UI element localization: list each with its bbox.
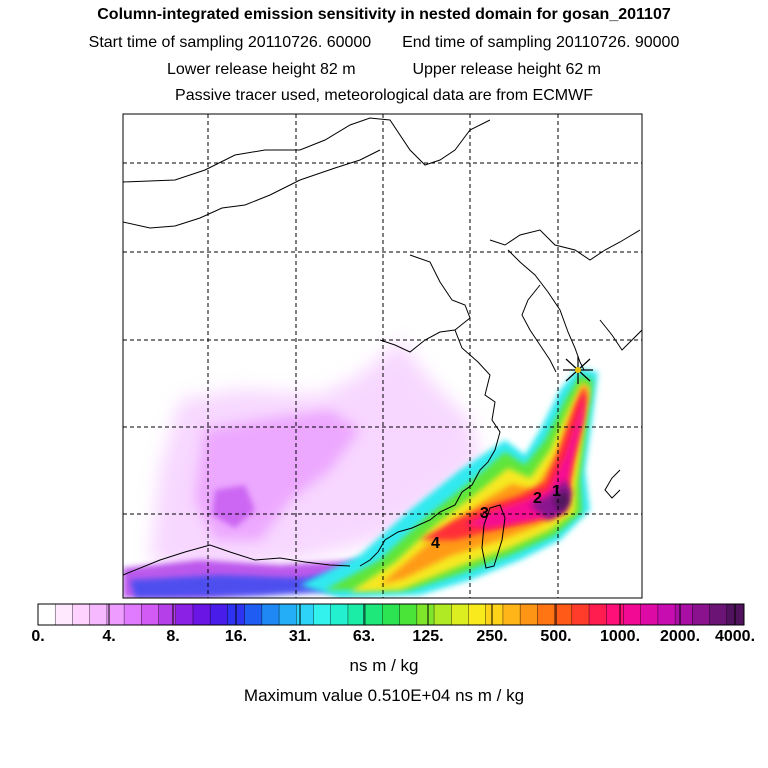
source-label-2: 2: [533, 490, 542, 507]
lower-release-height-label: Lower release height 82 m: [166, 61, 356, 78]
colorbar-cell: [606, 604, 624, 625]
colorbar-cell: [657, 604, 676, 625]
colorbar-cell: [210, 604, 228, 625]
coastlines: [123, 117, 642, 576]
china-coast-north: [359, 254, 501, 567]
colorbar-cell: [158, 604, 177, 625]
sampling-times: Start time of sampling 20110726. 60000 E…: [0, 34, 768, 52]
star-icon: [563, 356, 593, 384]
colorbar-cell: [416, 604, 435, 625]
colorbar-cell: [502, 604, 521, 625]
colorbar-tick-label: 125.: [412, 628, 444, 645]
bohai-coast: [379, 329, 456, 353]
mongolia-border-line: [123, 149, 381, 229]
colorbar-cell: [623, 604, 642, 625]
colorbar-cell: [244, 604, 263, 625]
tracer-note: Passive tracer used, meteorological data…: [175, 87, 593, 104]
colorbar-cell: [726, 604, 745, 625]
plot-title: Column-integrated emission sensitivity i…: [97, 6, 671, 23]
colorbar-cell: [347, 604, 366, 625]
colorbar-tick-label: 4000.: [714, 628, 756, 645]
colorbar-cell: [192, 604, 211, 625]
end-time-label: End time of sampling 20110726. 90000: [402, 34, 680, 51]
colorbar-cell: [520, 604, 538, 625]
north-border-line: [123, 117, 491, 183]
colorbar-cell: [485, 604, 504, 625]
colorbar-cell: [571, 604, 590, 625]
taiwan-coast: [481, 504, 506, 569]
colorbar-cell: [89, 604, 108, 625]
maximum-value-label: Maximum value 0.510E+04 ns m / kg: [243, 686, 525, 705]
colorbar-cell: [261, 604, 280, 625]
colorbar-cell: [537, 604, 556, 625]
colorbar-tick-label: 250.: [476, 628, 508, 645]
colorbar-cell: [434, 604, 452, 625]
colorbar-cell: [399, 604, 418, 625]
colorbar-cell: [124, 604, 142, 625]
start-time-label: Start time of sampling 20110726. 60000: [88, 34, 372, 51]
release-heights: Lower release height 82 m Upper release …: [0, 61, 768, 79]
colorbar-cell: [692, 604, 711, 625]
colorbar-cell: [589, 604, 607, 625]
colorbar-tick-label: 8.: [166, 628, 180, 645]
colorbar-cell: [675, 604, 693, 625]
colorbar-cell: [106, 604, 125, 625]
south-coast-line: [123, 544, 351, 576]
colorbar-cell: [72, 604, 91, 625]
plume-south-blue: [130, 568, 375, 598]
colorbar-tick-label: 63.: [352, 628, 376, 645]
colorbar-tick-label: 0.: [31, 628, 45, 645]
colorbar-cell: [55, 604, 73, 625]
colorbar-cell: [709, 604, 728, 625]
source-label-3: 3: [480, 505, 489, 522]
colorbar-tick-label: 2000.: [659, 628, 701, 645]
colorbar-tick-label: 16.: [224, 628, 248, 645]
colorbar-tick-label: 500.: [540, 628, 572, 645]
upper-release-height-label: Upper release height 62 m: [412, 61, 602, 78]
colorbar-cell: [175, 604, 194, 625]
colorbar-cell: [141, 604, 160, 625]
gridlines: [123, 114, 642, 598]
colorbar-cell: [468, 604, 487, 625]
colorbar-units: ns m / kg: [349, 656, 419, 675]
colorbar-tick-label: 31.: [288, 628, 312, 645]
colorbar-cell: [640, 604, 659, 625]
source-label-1: 1: [552, 483, 561, 500]
colorbar-cell: [38, 604, 56, 625]
plume-dark-core: [553, 490, 570, 512]
colorbar-tick-label: 1000.: [599, 628, 641, 645]
colorbar-cell: [313, 604, 332, 625]
source-label-4: 4: [431, 535, 440, 552]
colorbar-cell: [451, 604, 469, 625]
japan-coast: [599, 319, 642, 499]
colorbar-cell: [330, 604, 349, 625]
colorbar-cell: [365, 604, 383, 625]
colorbar-cell: [554, 604, 573, 625]
colorbar-cell: [296, 604, 315, 625]
colorbar-cell: [279, 604, 297, 625]
map-frame: [122, 113, 643, 599]
colorbar-tick-label: 4.: [102, 628, 116, 645]
russia-border-line: [489, 229, 641, 261]
plume-violet-core: [212, 485, 255, 528]
colorbar-cell: [382, 604, 401, 625]
